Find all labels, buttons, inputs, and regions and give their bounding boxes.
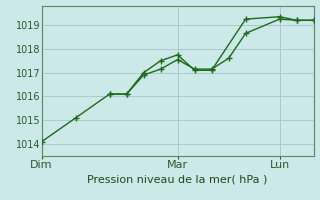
X-axis label: Pression niveau de la mer( hPa ): Pression niveau de la mer( hPa ) — [87, 174, 268, 184]
